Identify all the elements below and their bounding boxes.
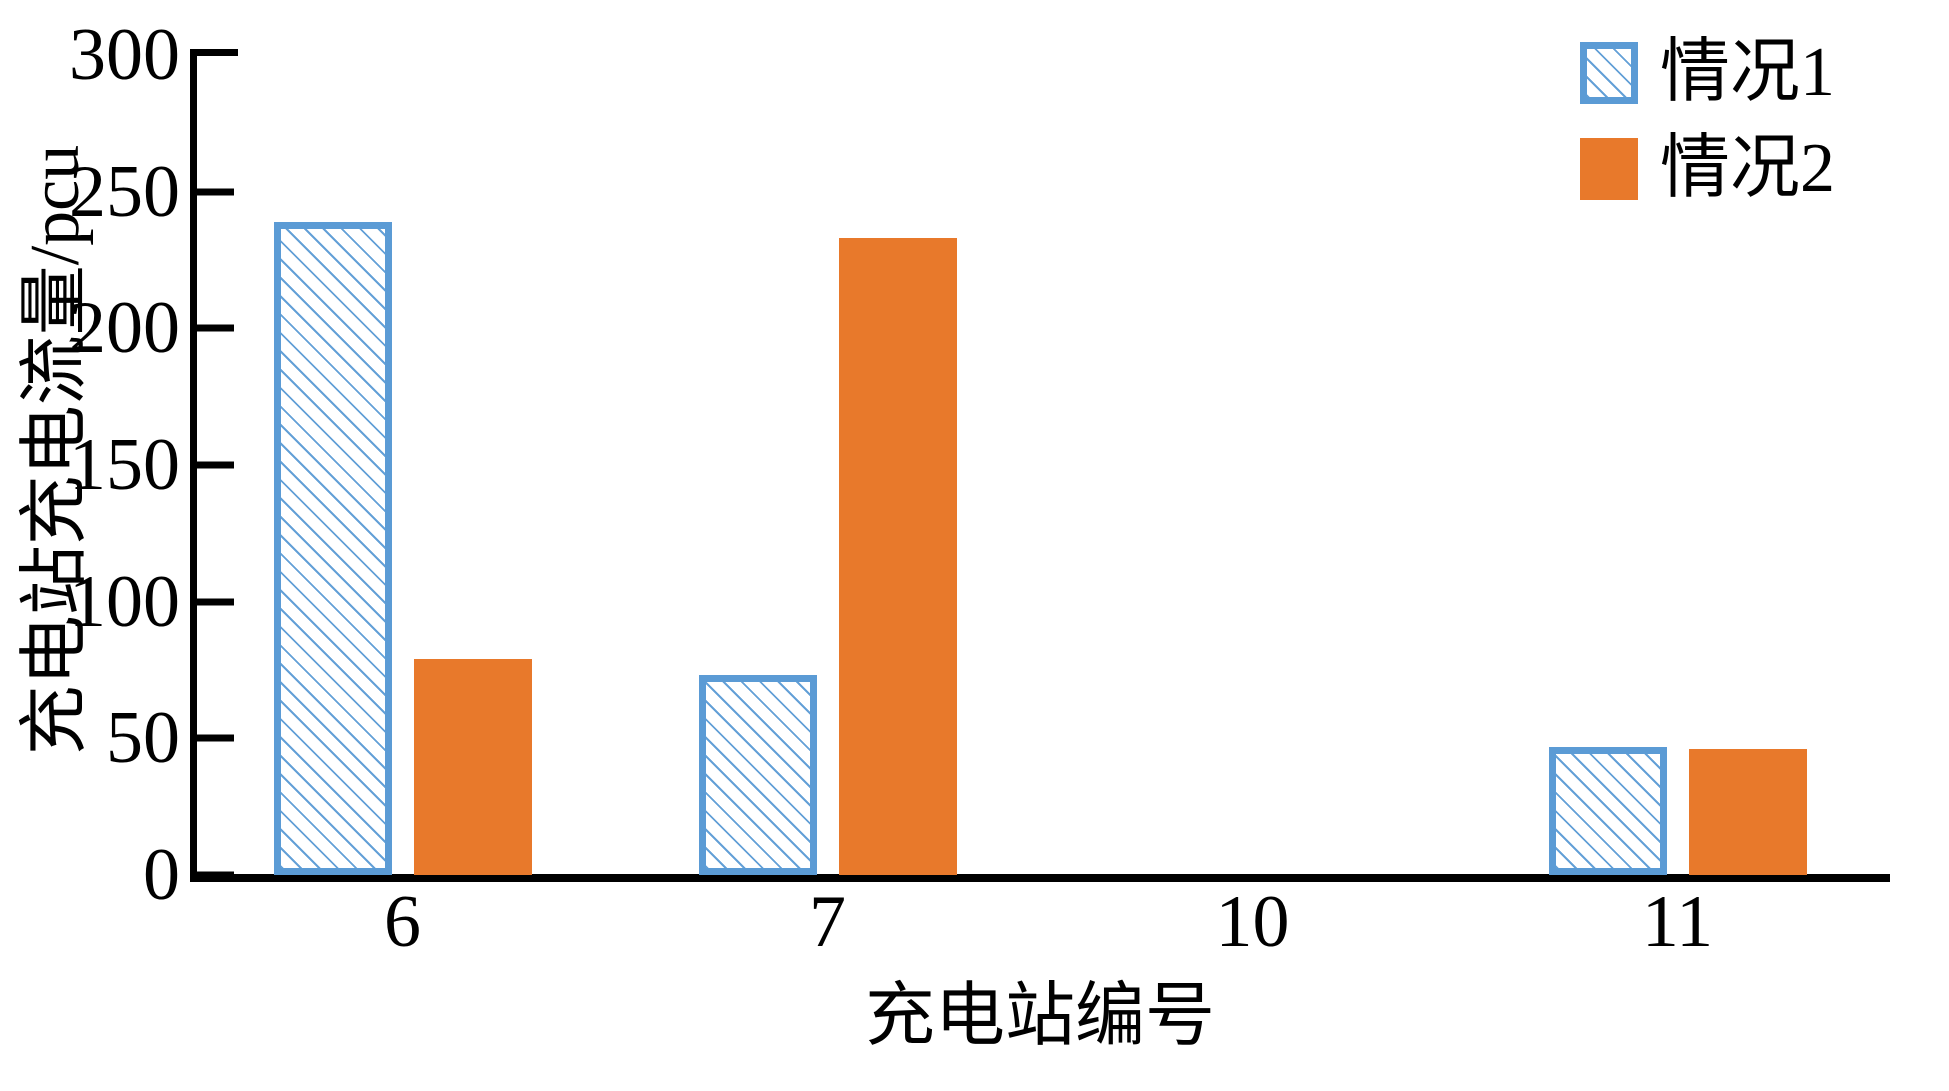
y-axis-tick-labels: 0 50 100 150 200 250 300 xyxy=(0,0,180,1091)
y-axis-tick-label: 300 xyxy=(69,14,180,96)
y-axis-tick-label: 150 xyxy=(69,424,180,506)
bar-6-series-1[interactable] xyxy=(273,221,392,875)
plot-area xyxy=(190,49,1890,882)
legend-swatch-hatched-icon xyxy=(1580,42,1638,104)
bar-11-series-1[interactable] xyxy=(1548,746,1667,875)
y-axis-tick-mark xyxy=(190,324,234,332)
bar-11-series-2[interactable] xyxy=(1688,749,1807,875)
bar-6-series-2[interactable] xyxy=(413,659,532,875)
y-axis-tick-mark xyxy=(190,461,234,469)
y-axis-tick-mark xyxy=(190,734,234,742)
chart-legend: 情况1 情况2 xyxy=(1580,38,1835,204)
x-axis-title: 充电站编号 xyxy=(865,978,1215,1055)
x-axis-line xyxy=(190,874,1890,882)
legend-label-1: 情况2 xyxy=(1660,130,1835,207)
legend-item-0[interactable]: 情况1 xyxy=(1580,38,1835,108)
y-axis-tick-label: 200 xyxy=(69,287,180,370)
legend-item-1[interactable]: 情况2 xyxy=(1580,134,1835,204)
x-axis-tick-labels: 6 7 10 11 xyxy=(190,885,1890,985)
y-axis-tick-mark xyxy=(190,598,234,606)
y-axis-tick-label: 0 xyxy=(143,834,180,916)
bar-7-series-2[interactable] xyxy=(838,238,957,875)
y-axis-tick-label: 250 xyxy=(69,150,180,233)
x-axis-tick-label: 10 xyxy=(1215,881,1290,963)
x-axis-tick-label: 6 xyxy=(384,881,421,963)
legend-swatch-solid-icon xyxy=(1580,138,1638,200)
y-axis-top-tick xyxy=(190,49,238,56)
legend-label-0: 情况1 xyxy=(1660,34,1835,111)
y-axis-tick-label: 50 xyxy=(106,697,180,780)
y-axis-tick-mark xyxy=(190,188,234,196)
y-axis-tick-label: 100 xyxy=(69,560,180,643)
x-axis-tick-label: 11 xyxy=(1641,881,1714,963)
x-axis-tick-label: 7 xyxy=(809,881,846,963)
bar-7-series-1[interactable] xyxy=(698,675,817,875)
y-axis-tick-mark xyxy=(190,871,234,879)
